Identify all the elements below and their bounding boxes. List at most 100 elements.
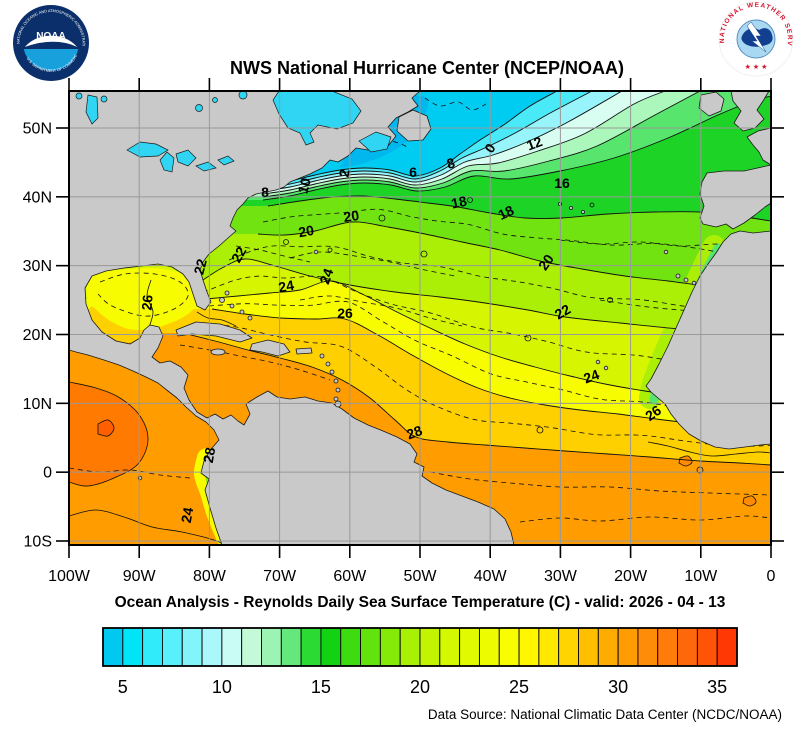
contour-label: 8 <box>261 184 269 200</box>
isotherm-dashed <box>299 295 463 327</box>
gulf-of-mexico-24-26 <box>86 263 203 331</box>
colorbar-cell <box>181 627 203 667</box>
contour-label: 22 <box>190 257 210 276</box>
colorbar-cell <box>518 627 540 667</box>
land-madeira <box>663 249 669 255</box>
isotherm-6 <box>262 91 558 186</box>
hudson-bay <box>272 91 362 146</box>
nws-logo-stars: ★ ★ ★ <box>745 63 768 71</box>
colorbar-cell <box>221 627 243 667</box>
small-lake <box>238 91 248 100</box>
colorbar-cell <box>280 627 302 667</box>
isotherm-dashed <box>69 467 191 479</box>
colorbar-cell <box>201 627 223 667</box>
contour-label: 24 <box>277 277 295 295</box>
colorbar-cell <box>320 627 342 667</box>
eddy-ring <box>696 466 704 474</box>
eddy-ring <box>420 250 428 258</box>
contour-label: 28 <box>200 446 218 464</box>
contour-label: 26 <box>138 294 155 311</box>
isotherm-10 <box>262 91 623 192</box>
colorbar-cell <box>360 627 381 667</box>
isotherm-28 <box>182 332 771 466</box>
isotherm-12 <box>262 91 666 195</box>
colorbar-cell <box>142 627 163 667</box>
colorbar-tick-label: 15 <box>311 677 331 697</box>
colorbar-cell <box>677 627 698 667</box>
x-axis-label: 60W <box>333 568 367 585</box>
colorbar-cell <box>696 627 718 667</box>
colorbar-tick-label: 10 <box>212 677 232 697</box>
colorbar-tick-label: 5 <box>118 677 128 697</box>
colorbar-cell <box>498 627 520 667</box>
lake-huron <box>175 149 197 167</box>
colorbar-cell <box>241 627 262 667</box>
isotherm-dashed <box>228 245 771 312</box>
x-axis-label: 10W <box>684 568 718 585</box>
colorbar-cell <box>399 627 421 667</box>
pacific-hot-spot <box>97 419 115 437</box>
colorbar-cell <box>578 627 599 667</box>
contour-label: 2 <box>336 168 353 179</box>
map-caption: Ocean Analysis - Reynolds Daily Sea Surf… <box>115 594 726 611</box>
landmasses <box>69 91 771 545</box>
contour-label: 22 <box>552 301 574 323</box>
lake-ontario <box>217 155 235 166</box>
contour-label: 22 <box>228 244 250 266</box>
contour-label: 18 <box>495 202 516 223</box>
contour-label: 10 <box>294 176 314 195</box>
data-source-note: Data Source: National Climatic Data Cent… <box>428 707 782 722</box>
contour-label: 26 <box>337 305 353 321</box>
y-axis-label: 0 <box>43 465 52 482</box>
x-axis-label: 90W <box>123 568 157 585</box>
land-africa <box>645 230 771 450</box>
colorbar-cell <box>122 627 144 667</box>
y-axis-label: 10S <box>24 533 52 550</box>
lake-superior <box>126 141 169 158</box>
y-axis-label: 50N <box>23 121 52 138</box>
contour-label: 20 <box>342 207 360 225</box>
contour-label: 24 <box>178 506 196 524</box>
x-axis-label: 20W <box>614 568 648 585</box>
lake-erie <box>195 161 217 172</box>
isotherm-8 <box>262 91 593 189</box>
land-canary-islands <box>675 273 697 286</box>
colorbar-cell <box>102 627 124 667</box>
small-lake <box>100 95 108 103</box>
isotherm-16 <box>262 95 771 201</box>
colorbar-cell <box>340 627 362 667</box>
isotherm-dashed <box>235 245 311 263</box>
contour-label: 12 <box>524 133 544 153</box>
isotherm-dashed <box>424 97 487 111</box>
graticule <box>69 91 771 545</box>
colorbar-cell <box>637 627 659 667</box>
noaa-logo: NOAA NATIONAL OCEANIC AND ATMOSPHERIC AD… <box>0 0 89 81</box>
colorbar-cell <box>459 627 480 667</box>
isotherm-26 <box>211 308 771 431</box>
page-title: NWS National Hurricane Center (NCEP/NOAA… <box>230 58 624 78</box>
isotherm-dashed <box>559 239 771 249</box>
y-axis-label: 10N <box>23 396 52 413</box>
colorbar-tick-label: 35 <box>707 677 727 697</box>
x-axis-label: 0 <box>767 568 776 585</box>
colorbar-cell <box>558 627 579 667</box>
axis-labels: 100W 90W 80W 70W 60W 50W 40W 30W 20W 10W 0 50N 40N 30… <box>23 121 776 586</box>
land-cape-verde <box>595 359 609 371</box>
isotherm-22 <box>199 258 771 335</box>
eddy-ring <box>589 202 595 208</box>
y-axis-label: 30N <box>23 258 52 275</box>
colorbar-tick-label: 25 <box>509 677 529 697</box>
eddy-ring <box>524 334 532 342</box>
eddy-ring <box>536 426 544 434</box>
y-axis-label: 20N <box>23 327 52 344</box>
x-axis-label: 40W <box>474 568 508 585</box>
south-atlantic-warm-loop-1 <box>678 455 693 467</box>
south-atlantic-warm-loop-2 <box>742 495 757 507</box>
x-axis-label: 50W <box>404 568 438 585</box>
isotherm-dashed <box>179 344 331 381</box>
colorbar-cell <box>716 627 738 667</box>
colorbar-cell <box>161 627 183 667</box>
contour-label: 24 <box>581 366 601 386</box>
small-lake <box>195 104 203 112</box>
